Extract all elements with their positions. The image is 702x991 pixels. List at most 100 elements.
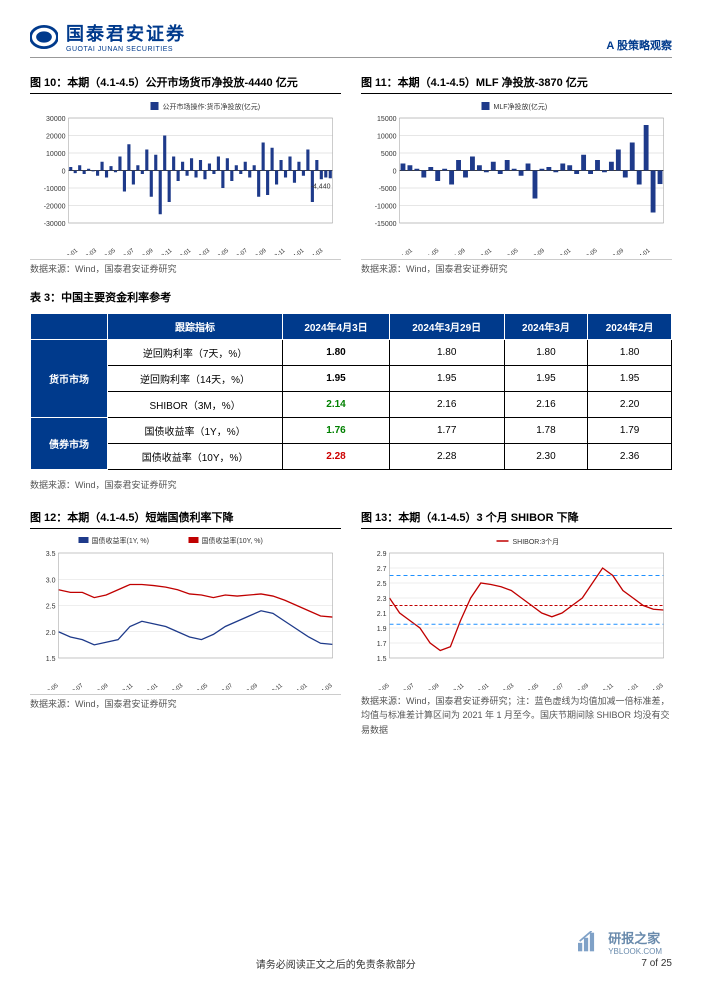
svg-text:0: 0 [393,169,397,176]
svg-text:2023-01: 2023-01 [172,248,193,255]
svg-text:2022-01: 2022-01 [472,248,493,255]
svg-text:2022-07: 2022-07 [115,248,136,255]
table-row: 货币市场逆回购利率（7天，%）1.801.801.801.80 [31,340,672,366]
svg-text:2022-07: 2022-07 [64,683,85,690]
svg-text:30000: 30000 [46,116,66,123]
watermark: 研报之家 YBLOOK.COM [576,928,662,956]
chart-13-title: 图 13：本期（4.1-4.5）3 个月 SHIBOR 下降 [361,509,672,529]
svg-text:2022-05: 2022-05 [370,683,391,690]
svg-text:2024-03: 2024-03 [313,683,334,690]
svg-text:2023-01: 2023-01 [139,683,160,690]
svg-text:MLF净投放(亿元): MLF净投放(亿元) [494,102,548,111]
svg-text:1.5: 1.5 [377,656,387,663]
chart-12-source: 数据来源：Wind，国泰君安证券研究 [30,694,341,710]
svg-text:2022-01: 2022-01 [58,248,79,255]
table-source: 数据来源：Wind，国泰君安证券研究 [30,476,672,491]
rates-table: 跟踪指标2024年4月3日2024年3月29日2024年3月2024年2月 货币… [30,313,672,470]
svg-text:2022-11: 2022-11 [445,683,466,690]
table-header: 2024年3月 [504,314,588,340]
svg-text:2022-09: 2022-09 [420,683,441,690]
svg-text:2022-09: 2022-09 [89,683,110,690]
chart-12: 图 12：本期（4.1-4.5）短端国债利率下降 1.52.02.53.03.5… [30,509,341,737]
svg-text:2023-07: 2023-07 [228,248,249,255]
chart-12-title: 图 12：本期（4.1-4.5）短端国债利率下降 [30,509,341,529]
footer-disclaimer: 请务必阅读正文之后的免责条款部分 [30,956,641,971]
watermark-en: YBLOOK.COM [608,947,662,956]
svg-text:2023-07: 2023-07 [544,683,565,690]
chart-10-source: 数据来源：Wind，国泰君安证券研究 [30,259,341,275]
svg-text:-10000: -10000 [375,204,397,211]
chart-13-source: 数据来源：Wind，国泰君安证券研究；注：蓝色虚线为均值加减一倍标准差，均值与标… [361,694,672,737]
svg-text:2021-01: 2021-01 [393,248,414,255]
charts-row-1: 图 10：本期（4.1-4.5）公开市场货币净投放-4440 亿元 -30000… [30,74,672,275]
footer-page: 7 of 25 [641,958,672,969]
svg-text:国债收益率(10Y, %): 国债收益率(10Y, %) [202,536,263,545]
svg-text:2023-03: 2023-03 [164,683,185,690]
table-row: 国债收益率（10Y，%）2.282.282.302.36 [31,444,672,470]
svg-text:2023-11: 2023-11 [266,248,287,255]
svg-text:2023-03: 2023-03 [190,248,211,255]
svg-text:2023-05: 2023-05 [578,248,599,255]
svg-text:20000: 20000 [46,134,66,141]
svg-text:3.0: 3.0 [46,577,56,584]
svg-text:2.7: 2.7 [377,566,387,573]
svg-text:2.5: 2.5 [377,581,387,588]
page-header: 国泰君安证券 GUOTAI JUNAN SECURITIES A 股策略观察 [30,20,672,58]
svg-text:3.5: 3.5 [46,551,56,558]
table-title: 表 3：中国主要资金利率参考 [30,289,672,305]
svg-text:-4,440: -4,440 [311,184,331,191]
header-category: A 股策略观察 [606,37,672,53]
watermark-cn: 研报之家 [608,928,662,947]
svg-text:-30000: -30000 [44,221,66,228]
svg-text:2022-03: 2022-03 [77,248,98,255]
svg-text:2024-01: 2024-01 [619,683,640,690]
logo-icon [30,23,58,51]
svg-text:2.5: 2.5 [46,604,56,611]
footer: 请务必阅读正文之后的免责条款部分 7 of 25 [30,956,672,971]
svg-text:15000: 15000 [377,116,397,123]
svg-text:-20000: -20000 [44,204,66,211]
svg-text:2022-11: 2022-11 [153,248,174,255]
chart-11: 图 11：本期（4.1-4.5）MLF 净投放-3870 亿元 -15000 -1… [361,74,672,275]
svg-text:2023-05: 2023-05 [189,683,210,690]
table-header: 2024年4月3日 [283,314,390,340]
svg-text:2024-03: 2024-03 [644,683,665,690]
charts-row-2: 图 12：本期（4.1-4.5）短端国债利率下降 1.52.02.53.03.5… [30,509,672,737]
svg-text:2023-01: 2023-01 [470,683,491,690]
chart-11-source: 数据来源：Wind，国泰君安证券研究 [361,259,672,275]
table-header: 2024年2月 [588,314,672,340]
table-row: SHIBOR（3M，%）2.142.162.162.20 [31,392,672,418]
svg-text:2.9: 2.9 [377,551,387,558]
svg-text:1.5: 1.5 [46,656,56,663]
svg-text:-5000: -5000 [379,186,397,193]
svg-text:SHIBOR:3个月: SHIBOR:3个月 [513,538,560,546]
svg-text:2021-05: 2021-05 [420,248,441,255]
svg-text:1.7: 1.7 [377,641,387,648]
svg-text:2021-09: 2021-09 [446,248,467,255]
svg-text:2022-05: 2022-05 [499,248,520,255]
table-row: 逆回购利率（14天，%）1.951.951.951.95 [31,366,672,392]
svg-text:2022-05: 2022-05 [96,248,117,255]
svg-text:国债收益率(1Y, %): 国债收益率(1Y, %) [92,536,149,545]
svg-text:2023-07: 2023-07 [213,683,234,690]
table-header: 2024年3月29日 [389,314,504,340]
chart-13: 图 13：本期（4.1-4.5）3 个月 SHIBOR 下降 1.51.71.9… [361,509,672,737]
svg-text:2023-09: 2023-09 [569,683,590,690]
svg-text:2024-01: 2024-01 [631,248,652,255]
svg-text:10000: 10000 [377,134,397,141]
table-row: 债券市场国债收益率（1Y，%）1.761.771.781.79 [31,418,672,444]
chart-11-title: 图 11：本期（4.1-4.5）MLF 净投放-3870 亿元 [361,74,672,94]
svg-text:2022-11: 2022-11 [114,683,135,690]
svg-text:2023-09: 2023-09 [604,248,625,255]
chart-10: 图 10：本期（4.1-4.5）公开市场货币净投放-4440 亿元 -30000… [30,74,341,275]
svg-text:-10000: -10000 [44,186,66,193]
svg-text:2.1: 2.1 [377,611,387,618]
svg-text:-15000: -15000 [375,221,397,228]
svg-text:2022-09: 2022-09 [134,248,155,255]
svg-text:2023-11: 2023-11 [595,683,616,690]
svg-text:2023-11: 2023-11 [264,683,285,690]
svg-text:2024-01: 2024-01 [285,248,306,255]
svg-text:2023-05: 2023-05 [209,248,230,255]
logo: 国泰君安证券 GUOTAI JUNAN SECURITIES [30,20,186,53]
svg-text:公开市场操作:货币净投放(亿元): 公开市场操作:货币净投放(亿元) [163,102,261,111]
